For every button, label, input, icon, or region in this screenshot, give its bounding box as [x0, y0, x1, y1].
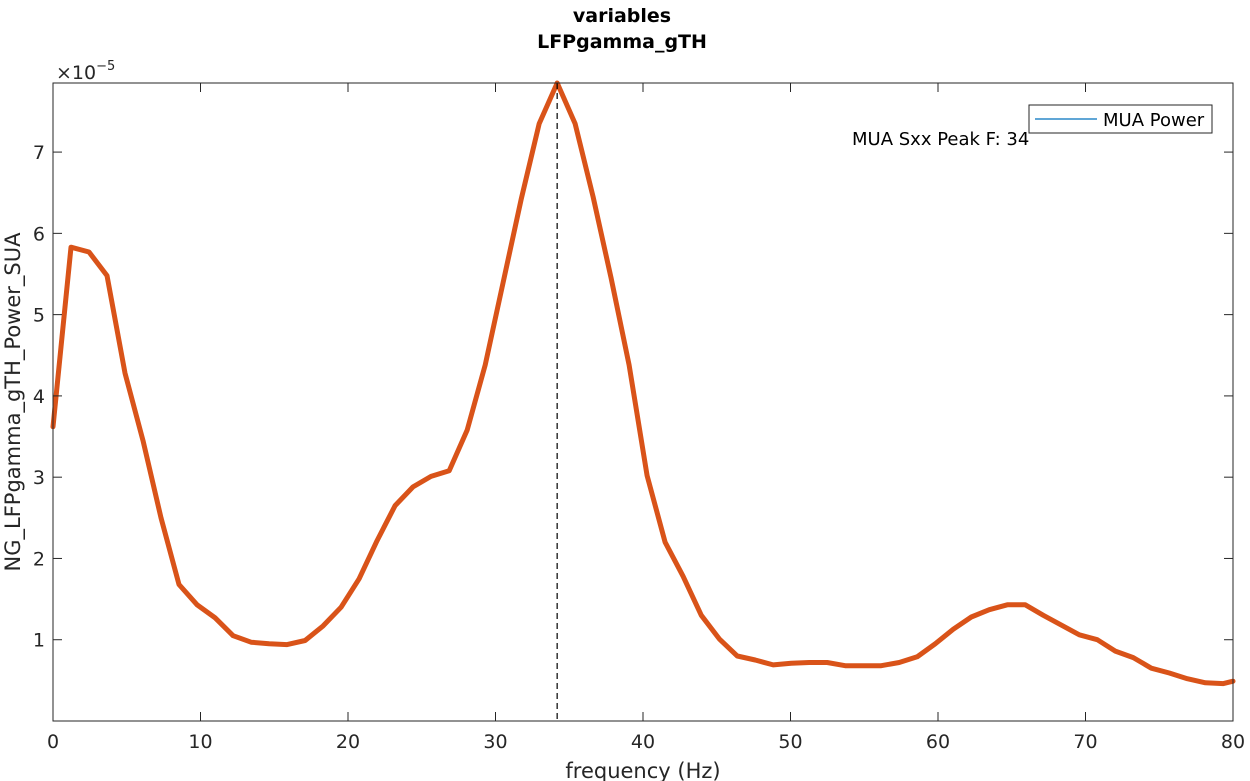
y-tick-label: 3	[33, 467, 45, 489]
y-axis: 1 2 3 4 5 6 7	[33, 142, 1233, 652]
x-tick-label: 30	[483, 731, 507, 753]
x-axis: 0 10 20 30 40 50 60 70 80	[47, 83, 1245, 753]
x-tick-label: 50	[778, 731, 802, 753]
x-tick-label: 40	[631, 731, 655, 753]
y-exponent-power: −5	[96, 59, 115, 74]
x-tick-label: 70	[1073, 731, 1097, 753]
x-axis-label: frequency (Hz)	[565, 759, 720, 781]
x-tick-label: 60	[926, 731, 950, 753]
chart-title: variables	[573, 5, 671, 27]
y-tick-label: 1	[33, 630, 45, 652]
y-tick-label: 2	[33, 548, 45, 570]
x-tick-label: 10	[188, 731, 212, 753]
legend[interactable]: MUA Power	[1028, 104, 1213, 134]
y-tick-label: 4	[33, 386, 45, 408]
peak-annotation: MUA Sxx Peak F: 34	[852, 129, 1029, 150]
x-tick-label: 20	[336, 731, 360, 753]
x-tick-label: 80	[1221, 731, 1245, 753]
plot-area	[53, 83, 1233, 721]
series-line-0	[50, 80, 1236, 687]
series-layer	[50, 80, 1236, 687]
y-exponent-base: ×10	[56, 62, 96, 84]
y-tick-label: 5	[33, 305, 45, 327]
y-exponent-label: ×10−5	[56, 59, 115, 84]
y-tick-label: 7	[33, 142, 45, 164]
y-axis-label: NG_LFPgamma_gTH_Power_SUA	[1, 232, 26, 572]
legend-label: MUA Power	[1103, 110, 1205, 131]
chart-subtitle: LFPgamma_gTH	[537, 31, 707, 53]
x-tick-label: 0	[47, 731, 59, 753]
y-tick-label: 6	[33, 223, 45, 245]
